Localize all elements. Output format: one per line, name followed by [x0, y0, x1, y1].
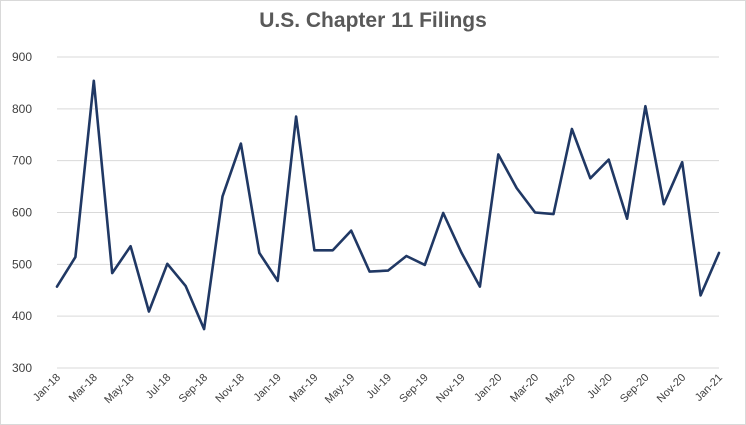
x-tick-label: Nov-19 — [434, 372, 468, 406]
y-tick-label: 400 — [12, 309, 32, 323]
x-tick-label: Jan-19 — [252, 372, 284, 404]
chart-title: U.S. Chapter 11 Filings — [259, 9, 487, 32]
x-tick-label: Jan-18 — [31, 372, 63, 404]
x-tick-label: Sep-20 — [618, 372, 652, 406]
x-tick-label: Jan-21 — [693, 372, 725, 404]
x-tick-label: Jul-20 — [585, 372, 615, 402]
series-line — [55, 79, 721, 331]
x-tick-label: Jul-18 — [144, 372, 174, 402]
x-tick-label: Jan-20 — [472, 372, 504, 404]
x-tick-label: May-19 — [323, 372, 357, 406]
y-tick-label: 300 — [12, 361, 32, 375]
x-tick-label: Nov-20 — [655, 372, 689, 406]
x-tick-label: Mar-20 — [508, 372, 541, 405]
x-tick-label: Mar-18 — [67, 372, 100, 405]
y-tick-label: 800 — [12, 102, 32, 116]
x-tick-label: Sep-19 — [397, 372, 431, 406]
y-tick-label: 500 — [12, 257, 32, 271]
y-tick-label: 900 — [12, 50, 32, 64]
x-tick-label: Jul-19 — [364, 372, 394, 402]
x-tick-label: May-18 — [102, 372, 136, 406]
x-tick-label: May-20 — [544, 372, 578, 406]
x-tick-label: Mar-19 — [287, 372, 320, 405]
x-tick-label: Sep-18 — [177, 372, 211, 406]
y-tick-label: 600 — [12, 206, 32, 220]
y-tick-label: 700 — [12, 154, 32, 168]
x-tick-label: Nov-18 — [213, 372, 247, 406]
